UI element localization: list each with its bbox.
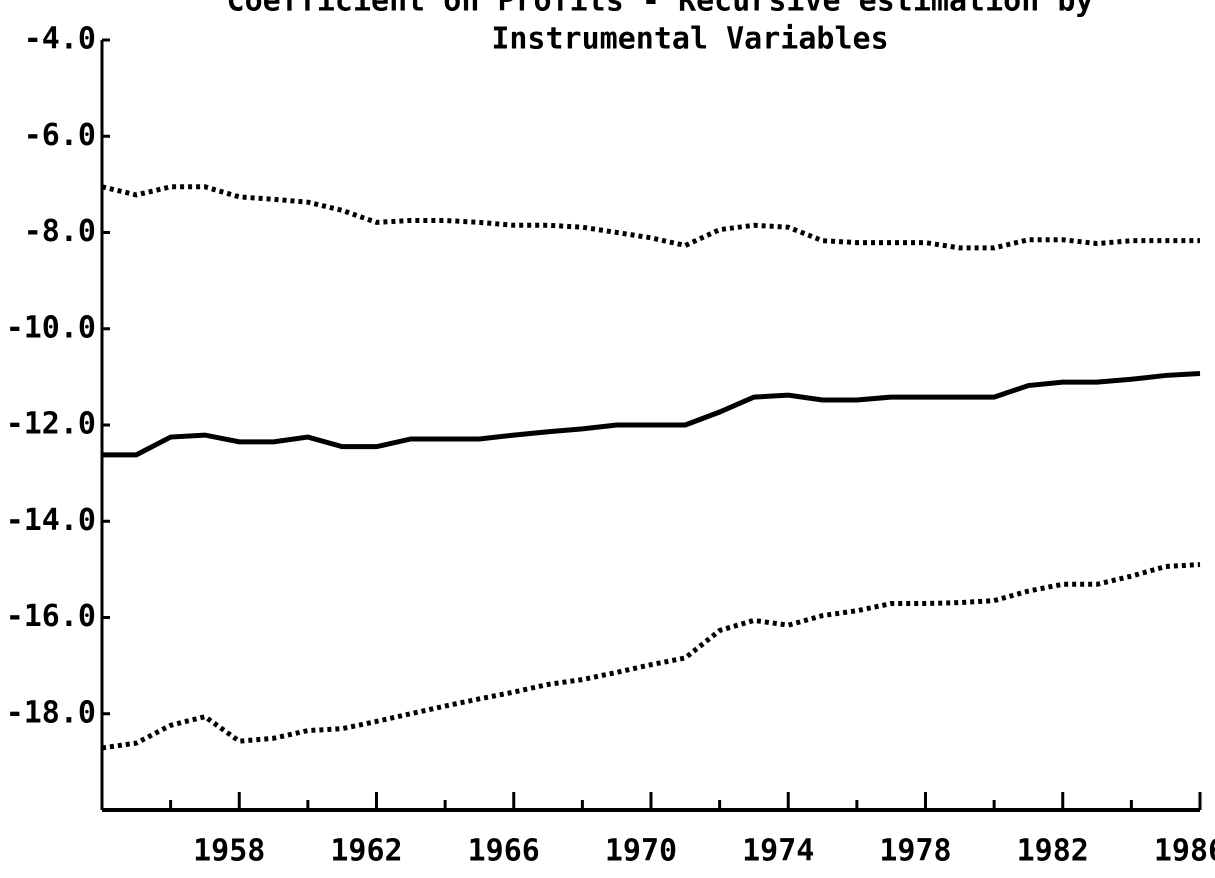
y-tick-label: -4.0 xyxy=(24,22,96,57)
y-tick-label: -8.0 xyxy=(24,214,96,249)
x-tick-label: 1982 xyxy=(1017,834,1089,869)
y-tick-label: -16.0 xyxy=(6,599,96,634)
x-tick-label: 1966 xyxy=(468,834,540,869)
x-tick-label: 1986 xyxy=(1154,834,1215,869)
series-line xyxy=(101,562,1201,751)
chart-title: Coefficient on Profits - Recursive estim… xyxy=(227,0,1094,19)
x-tick-label: 1962 xyxy=(330,834,402,869)
y-tick-label: -18.0 xyxy=(6,695,96,730)
series-line xyxy=(102,371,1201,458)
x-tick-label: 1974 xyxy=(742,834,814,869)
chart-title: Instrumental Variables xyxy=(491,22,888,57)
y-tick-label: -10.0 xyxy=(6,310,96,345)
y-tick-label: -6.0 xyxy=(24,118,96,153)
series-line xyxy=(101,184,1200,251)
x-tick-label: 1978 xyxy=(879,834,951,869)
x-tick-label: 1958 xyxy=(193,834,265,869)
y-tick-label: -12.0 xyxy=(6,407,96,442)
x-tick-label: 1970 xyxy=(605,834,677,869)
y-tick-label: -14.0 xyxy=(6,503,96,538)
